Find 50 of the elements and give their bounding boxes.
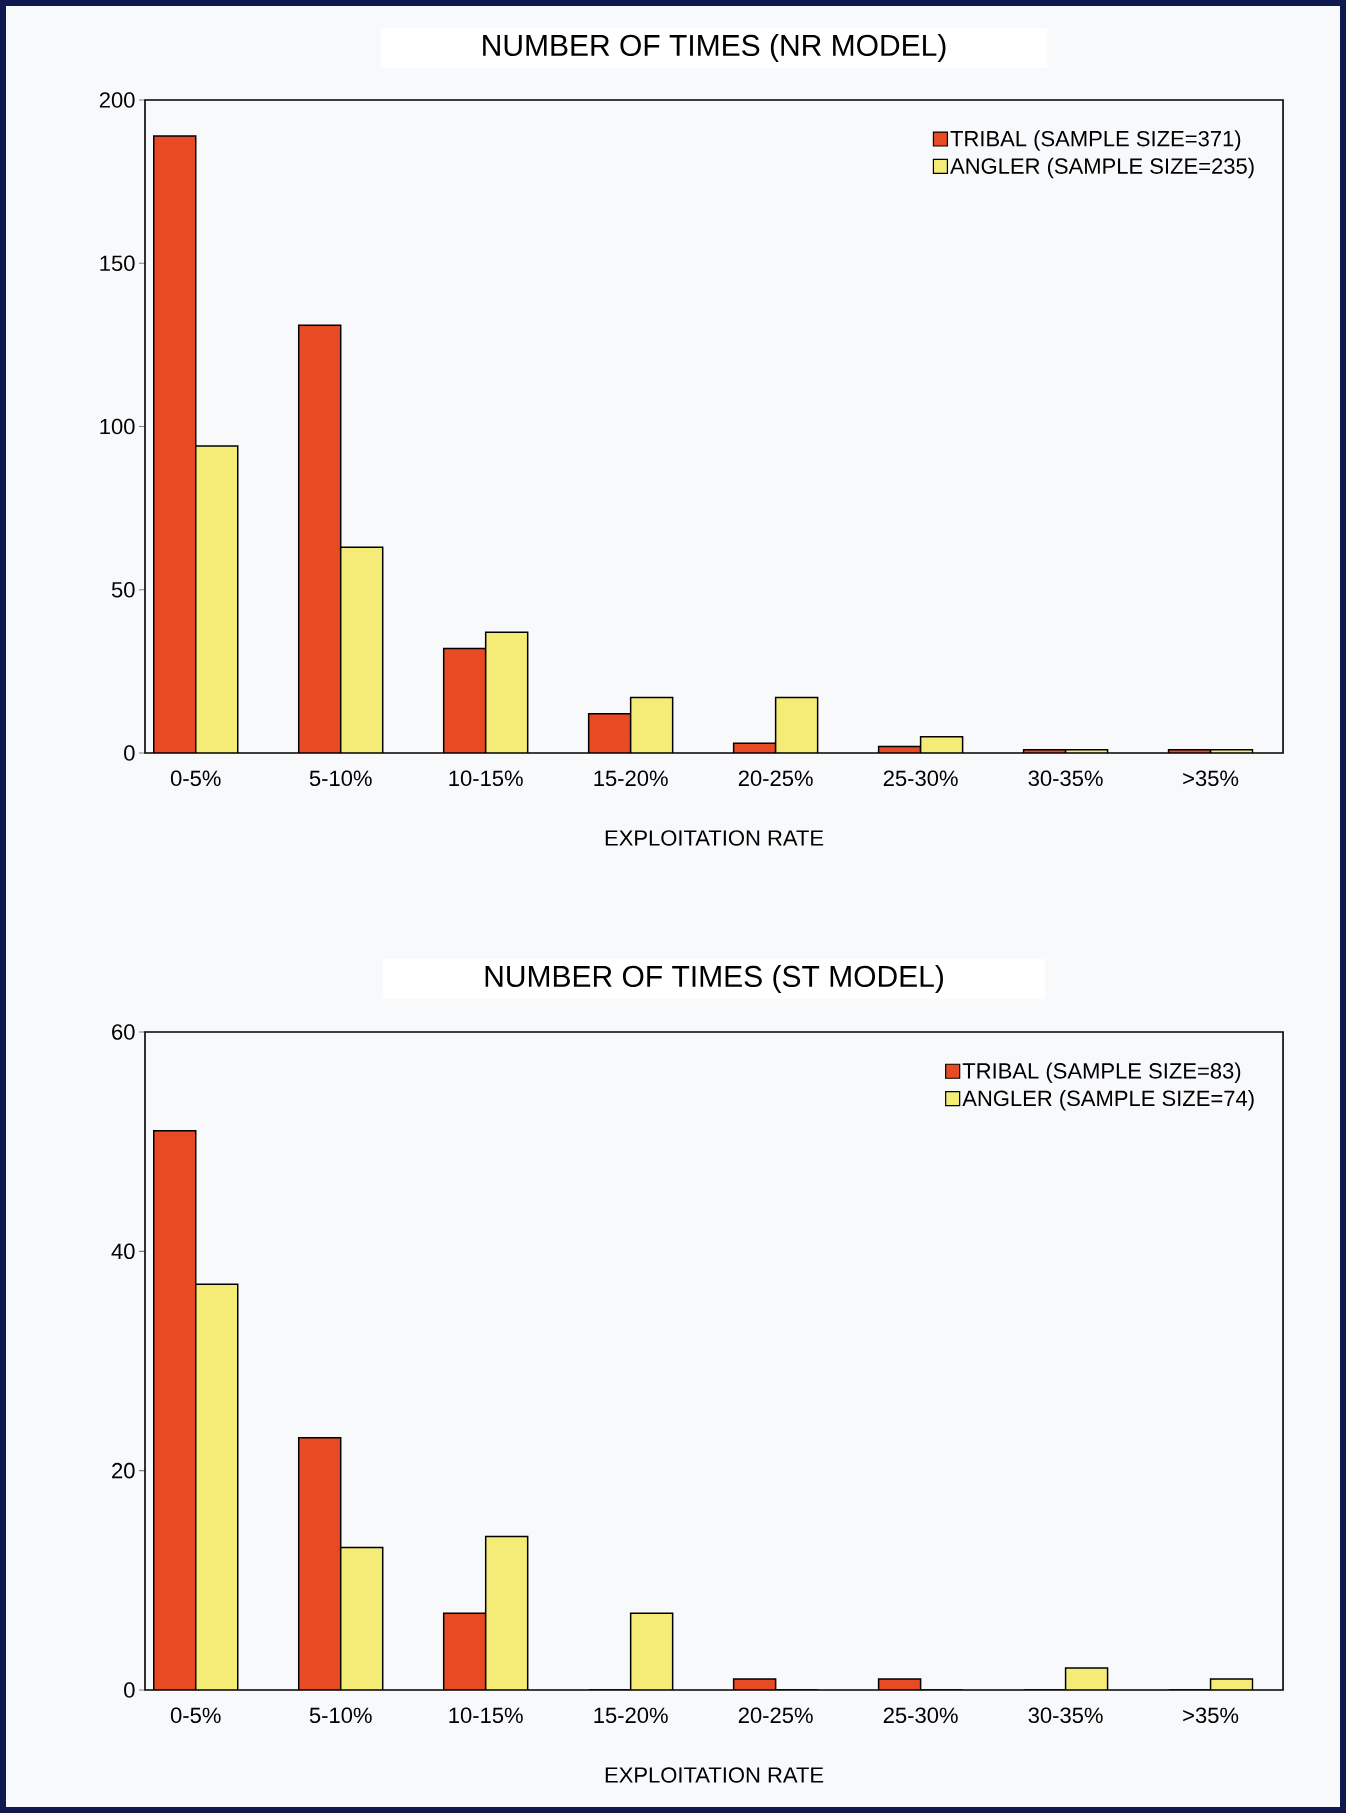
bar xyxy=(194,445,239,753)
x-tick-label: 10-15% xyxy=(449,1707,523,1724)
bar xyxy=(485,1536,528,1690)
chart-title: NUMBER OF TIMES (NR MODEL) xyxy=(483,34,946,62)
y-tick-label: 0 xyxy=(124,1682,135,1698)
x-tick-label: 30-35% xyxy=(1028,770,1103,787)
chart-title: NUMBER OF TIMES (ST MODEL) xyxy=(485,965,943,993)
bar xyxy=(152,135,197,753)
y-tick-label: 0 xyxy=(124,745,135,761)
x-tick-label: 20-25% xyxy=(738,1707,813,1724)
bar xyxy=(297,324,342,753)
bar xyxy=(485,632,528,753)
bar xyxy=(152,1129,197,1690)
legend-label: ANGLER (SAMPLE SIZE=235) xyxy=(950,157,1254,179)
bar xyxy=(919,735,964,753)
x-tick-label: >35% xyxy=(1183,1707,1239,1724)
x-tick-label: 0-5% xyxy=(170,770,221,787)
x-tick-label: 30-35% xyxy=(1028,1707,1103,1724)
x-tick-label: 20-25% xyxy=(738,770,813,787)
x-tick-label: >35% xyxy=(1183,770,1239,787)
bar xyxy=(587,713,632,753)
x-tick-label: 0-5% xyxy=(170,1707,221,1724)
x-tick-label: 5-10% xyxy=(309,770,372,787)
x-tick-label: 15-20% xyxy=(594,770,668,787)
x-axis-title: EXPLOITATION RATE xyxy=(605,830,824,846)
legend-label: ANGLER (SAMPLE SIZE=74) xyxy=(962,1089,1254,1111)
y-tick-label: 40 xyxy=(111,1243,135,1260)
bar xyxy=(297,1437,342,1690)
x-tick-label: 10-15% xyxy=(449,770,523,787)
bar xyxy=(339,546,384,753)
legend-label: TRIBAL (SAMPLE SIZE=371) xyxy=(950,130,1241,151)
y-tick-label: 200 xyxy=(99,92,135,108)
bar xyxy=(629,1612,674,1690)
y-tick-label: 150 xyxy=(100,255,135,272)
x-tick-label: 15-20% xyxy=(594,1707,668,1724)
bar xyxy=(629,696,674,753)
x-tick-label: 5-10% xyxy=(309,1707,372,1724)
legend-label: TRIBAL (SAMPLE SIZE=83) xyxy=(962,1062,1241,1083)
bar xyxy=(443,648,486,753)
y-tick-label: 100 xyxy=(100,418,135,435)
x-tick-label: 25-30% xyxy=(883,770,958,787)
y-tick-label: 50 xyxy=(111,581,135,598)
bar xyxy=(194,1283,239,1690)
bar xyxy=(443,1613,486,1690)
bar xyxy=(339,1546,384,1690)
y-tick-label: 20 xyxy=(112,1462,135,1479)
y-tick-label: 60 xyxy=(112,1024,135,1040)
bar xyxy=(774,696,819,753)
x-axis-title: EXPLOITATION RATE xyxy=(605,1767,824,1783)
x-tick-label: 25-30% xyxy=(883,1707,958,1724)
